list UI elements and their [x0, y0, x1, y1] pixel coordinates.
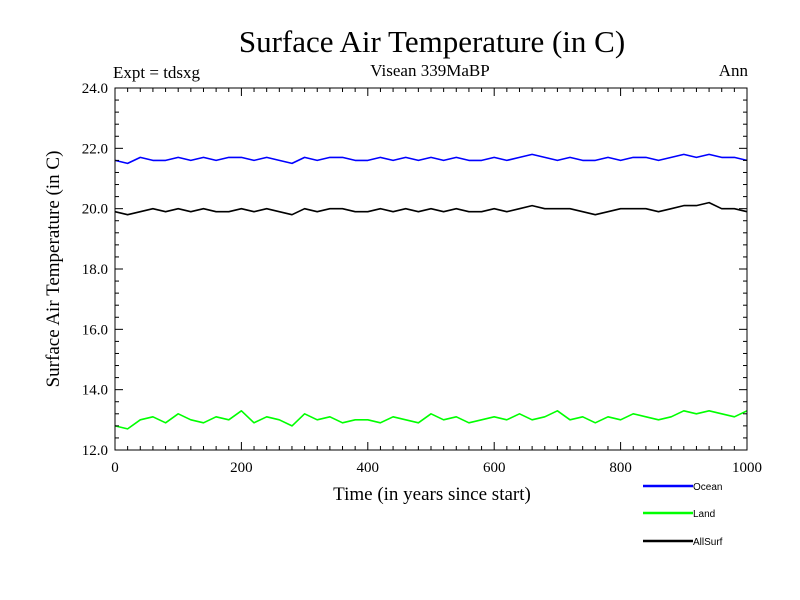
period-label: Visean 339MaBP [370, 61, 489, 80]
plot-frame [114, 87, 748, 451]
y-tick-label: 22.0 [82, 141, 108, 157]
x-tick-label: 400 [357, 460, 380, 476]
y-tick-label: 24.0 [82, 81, 108, 97]
x-tick-label: 0 [111, 460, 119, 476]
series-line-allsurf [114, 201, 748, 216]
chart-title: Surface Air Temperature (in C) [239, 24, 625, 59]
y-tick-label: 18.0 [82, 262, 108, 278]
series-layer [114, 153, 748, 430]
ticks-layer: 0 200 400 600 800 1000 12.0 14.0 16.0 18.0 20.0 22.… [82, 81, 762, 476]
legend-label-ocean: Ocean [693, 482, 722, 493]
legend-label-land: Land [693, 509, 715, 520]
x-tick-label: 600 [483, 460, 506, 476]
plot-area: 0 200 400 600 800 1000 12.0 14.0 16.0 18.0 20.0 22.… [82, 81, 762, 476]
x-tick-label: 200 [230, 460, 253, 476]
y-tick-label: 14.0 [82, 383, 108, 399]
y-tick-label: 20.0 [82, 202, 108, 218]
x-tick-label: 1000 [732, 460, 762, 476]
legend: Ocean Land AllSurf [643, 482, 723, 548]
x-axis-label: Time (in years since start) [333, 484, 531, 505]
experiment-label: Expt = tdsxg [113, 63, 201, 82]
x-tick-label: 800 [609, 460, 632, 476]
legend-label-allsurf: AllSurf [693, 537, 723, 548]
series-line-ocean [114, 153, 748, 165]
series-line-land [114, 409, 748, 430]
y-tick-label: 16.0 [82, 322, 108, 338]
y-tick-label: 12.0 [82, 443, 108, 459]
y-axis-label: Surface Air Temperature (in C) [43, 151, 64, 388]
season-label: Ann [719, 61, 749, 80]
